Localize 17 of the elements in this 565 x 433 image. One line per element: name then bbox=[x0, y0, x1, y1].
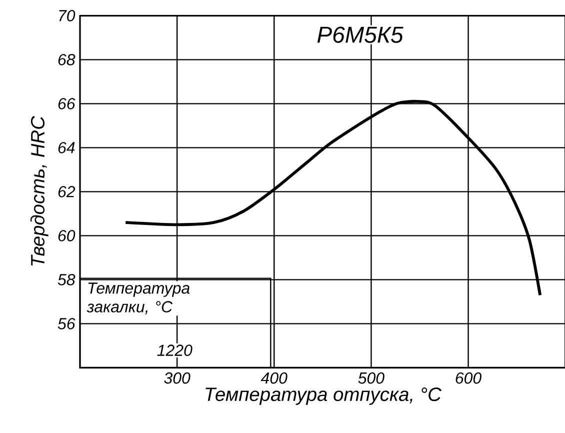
y-tick-label: 60 bbox=[58, 230, 76, 242]
x-tick-label: 400 bbox=[260, 372, 288, 384]
y-tick-label: 58 bbox=[58, 274, 76, 286]
y-tick-label: 62 bbox=[58, 186, 76, 198]
x-tick-label: 500 bbox=[358, 372, 384, 384]
y-tick-label: 68 bbox=[58, 54, 76, 66]
chart-title: Р6М5К5 bbox=[317, 26, 404, 43]
y-tick-label: 70 bbox=[59, 10, 76, 22]
y-axis-title: Твердость, HRC bbox=[30, 116, 48, 266]
y-tick-label: 64 bbox=[58, 142, 75, 154]
x-axis-title: Температура отпуска, °C bbox=[206, 388, 442, 405]
annotation: 1220 bbox=[157, 344, 192, 356]
y-tick-label: 56 bbox=[58, 318, 76, 330]
annotation: Температура закалки, °C bbox=[86, 282, 190, 314]
x-tick-label: 300 bbox=[164, 372, 190, 384]
x-tick-label: 600 bbox=[456, 372, 482, 384]
y-tick-label: 66 bbox=[58, 98, 76, 110]
